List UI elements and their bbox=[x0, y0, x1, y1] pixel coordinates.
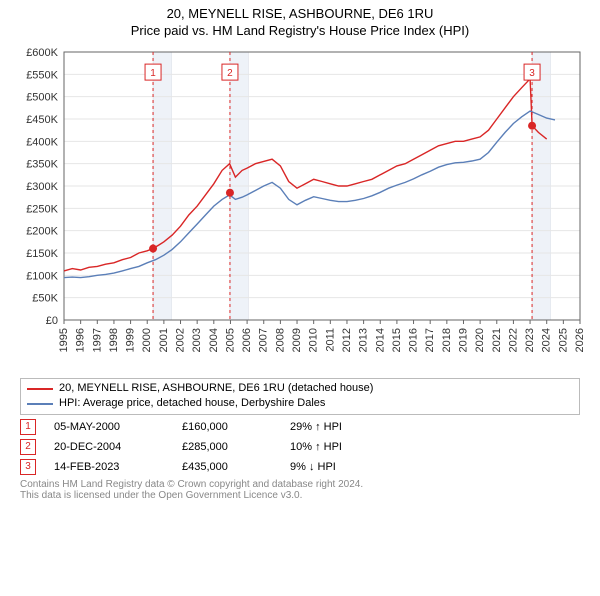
transaction-row: 3 14-FEB-2023 £435,000 9% ↓ HPI bbox=[20, 459, 580, 475]
transaction-hpi-delta: 9% ↓ HPI bbox=[290, 461, 380, 473]
transaction-dot bbox=[528, 122, 536, 130]
chart-title-line1: 20, MEYNELL RISE, ASHBOURNE, DE6 1RU bbox=[0, 6, 600, 21]
legend-label: HPI: Average price, detached house, Derb… bbox=[59, 396, 325, 411]
svg-text:2026: 2026 bbox=[574, 328, 586, 352]
svg-text:2014: 2014 bbox=[374, 328, 386, 352]
svg-text:2010: 2010 bbox=[308, 328, 320, 352]
svg-text:2022: 2022 bbox=[507, 328, 519, 352]
transaction-dot bbox=[226, 189, 234, 197]
svg-text:2005: 2005 bbox=[224, 328, 236, 352]
svg-text:3: 3 bbox=[529, 68, 535, 79]
svg-text:2008: 2008 bbox=[274, 328, 286, 352]
svg-text:£300K: £300K bbox=[26, 181, 58, 193]
svg-text:2017: 2017 bbox=[424, 328, 436, 352]
chart-title-line2: Price paid vs. HM Land Registry's House … bbox=[0, 23, 600, 38]
transaction-dot bbox=[149, 245, 157, 253]
transaction-date: 20-DEC-2004 bbox=[54, 441, 164, 453]
svg-text:£450K: £450K bbox=[26, 114, 58, 126]
credits: Contains HM Land Registry data © Crown c… bbox=[20, 479, 580, 501]
legend-label: 20, MEYNELL RISE, ASHBOURNE, DE6 1RU (de… bbox=[59, 381, 373, 396]
svg-text:2016: 2016 bbox=[408, 328, 420, 352]
transaction-badge: 3 bbox=[20, 459, 36, 475]
svg-text:2011: 2011 bbox=[324, 328, 336, 352]
svg-text:£400K: £400K bbox=[26, 136, 58, 148]
svg-text:2023: 2023 bbox=[524, 328, 536, 352]
svg-text:2019: 2019 bbox=[457, 328, 469, 352]
svg-text:2007: 2007 bbox=[258, 328, 270, 352]
transaction-hpi-delta: 10% ↑ HPI bbox=[290, 441, 380, 453]
svg-text:1995: 1995 bbox=[58, 328, 70, 352]
credits-line: This data is licensed under the Open Gov… bbox=[20, 490, 580, 501]
svg-text:£550K: £550K bbox=[26, 69, 58, 81]
transaction-row: 2 20-DEC-2004 £285,000 10% ↑ HPI bbox=[20, 439, 580, 455]
credits-line: Contains HM Land Registry data © Crown c… bbox=[20, 479, 580, 490]
transaction-badge: 2 bbox=[20, 439, 36, 455]
legend-item: HPI: Average price, detached house, Derb… bbox=[27, 396, 573, 411]
transaction-price: £435,000 bbox=[182, 461, 272, 473]
svg-text:£150K: £150K bbox=[26, 248, 58, 260]
svg-text:2: 2 bbox=[227, 68, 233, 79]
transaction-row: 1 05-MAY-2000 £160,000 29% ↑ HPI bbox=[20, 419, 580, 435]
transaction-date: 05-MAY-2000 bbox=[54, 421, 164, 433]
legend-item: 20, MEYNELL RISE, ASHBOURNE, DE6 1RU (de… bbox=[27, 381, 573, 396]
svg-text:£50K: £50K bbox=[32, 293, 58, 305]
svg-text:1997: 1997 bbox=[91, 328, 103, 352]
svg-text:£200K: £200K bbox=[26, 226, 58, 238]
svg-text:£250K: £250K bbox=[26, 203, 58, 215]
svg-text:2006: 2006 bbox=[241, 328, 253, 352]
svg-text:1998: 1998 bbox=[108, 328, 120, 352]
svg-text:2025: 2025 bbox=[557, 328, 569, 352]
svg-text:£350K: £350K bbox=[26, 159, 58, 171]
legend: 20, MEYNELL RISE, ASHBOURNE, DE6 1RU (de… bbox=[20, 378, 580, 415]
transaction-badge: 1 bbox=[20, 419, 36, 435]
svg-text:2003: 2003 bbox=[191, 328, 203, 352]
svg-text:2020: 2020 bbox=[474, 328, 486, 352]
svg-text:2018: 2018 bbox=[441, 328, 453, 352]
price-chart: £0 £50K £100K £150K £200K £250K £300K £350K £400… bbox=[10, 42, 590, 372]
svg-text:1999: 1999 bbox=[125, 328, 137, 352]
transaction-price: £285,000 bbox=[182, 441, 272, 453]
svg-text:2021: 2021 bbox=[491, 328, 503, 352]
svg-text:£600K: £600K bbox=[26, 47, 58, 59]
svg-text:2002: 2002 bbox=[175, 328, 187, 352]
transaction-price: £160,000 bbox=[182, 421, 272, 433]
svg-text:2015: 2015 bbox=[391, 328, 403, 352]
svg-text:1996: 1996 bbox=[75, 328, 87, 352]
svg-text:£100K: £100K bbox=[26, 270, 58, 282]
svg-text:2004: 2004 bbox=[208, 328, 220, 352]
legend-swatch bbox=[27, 403, 53, 405]
svg-text:2000: 2000 bbox=[141, 328, 153, 352]
chart-area: £0 £50K £100K £150K £200K £250K £300K £350K £400… bbox=[0, 42, 600, 372]
svg-text:£500K: £500K bbox=[26, 92, 58, 104]
svg-text:2001: 2001 bbox=[158, 328, 170, 352]
svg-text:1: 1 bbox=[150, 68, 156, 79]
transaction-date: 14-FEB-2023 bbox=[54, 461, 164, 473]
transaction-hpi-delta: 29% ↑ HPI bbox=[290, 421, 380, 433]
svg-text:£0: £0 bbox=[46, 315, 58, 327]
svg-text:2013: 2013 bbox=[358, 328, 370, 352]
svg-text:2024: 2024 bbox=[541, 328, 553, 352]
legend-swatch bbox=[27, 388, 53, 390]
transactions-table: 1 05-MAY-2000 £160,000 29% ↑ HPI 2 20-DE… bbox=[20, 419, 580, 475]
svg-text:2012: 2012 bbox=[341, 328, 353, 352]
svg-text:2009: 2009 bbox=[291, 328, 303, 352]
